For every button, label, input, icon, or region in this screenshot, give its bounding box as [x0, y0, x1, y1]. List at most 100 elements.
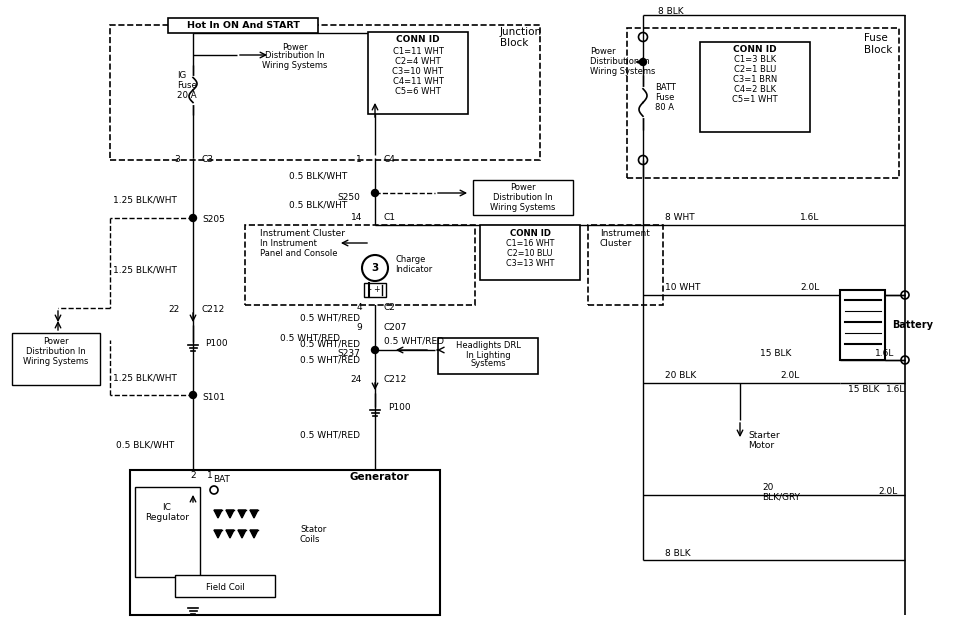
Text: S205: S205 — [202, 215, 225, 224]
Text: C2=10 BLU: C2=10 BLU — [507, 248, 553, 258]
Text: 3: 3 — [371, 263, 379, 273]
Text: 2.0L: 2.0L — [800, 284, 819, 292]
Text: - +: - + — [369, 285, 381, 294]
Text: Coils: Coils — [300, 536, 321, 544]
Text: C1=11 WHT: C1=11 WHT — [392, 47, 443, 55]
Text: 10 WHT: 10 WHT — [665, 284, 701, 292]
Text: Wiring Systems: Wiring Systems — [490, 202, 555, 212]
Bar — [12, 333, 100, 385]
Text: P100: P100 — [205, 338, 228, 348]
Text: C3=13 WHT: C3=13 WHT — [505, 258, 554, 268]
Bar — [245, 225, 475, 305]
Text: 14: 14 — [351, 214, 362, 222]
Text: Systems: Systems — [470, 360, 505, 369]
Text: In Instrument: In Instrument — [260, 239, 317, 248]
Bar — [110, 25, 540, 160]
Text: 1.25 BLK/WHT: 1.25 BLK/WHT — [113, 195, 177, 205]
Text: 0.5 WHT/RED: 0.5 WHT/RED — [300, 314, 360, 323]
Text: C4: C4 — [383, 156, 395, 164]
Text: C3: C3 — [202, 156, 214, 164]
Text: 8 WHT: 8 WHT — [665, 214, 695, 222]
Text: Indicator: Indicator — [395, 265, 432, 275]
Text: C5=1 WHT: C5=1 WHT — [732, 96, 777, 105]
Text: Distribution In: Distribution In — [26, 348, 86, 357]
Text: C2=4 WHT: C2=4 WHT — [395, 57, 441, 66]
Text: 2.0L: 2.0L — [780, 372, 800, 381]
Bar — [130, 470, 440, 615]
Bar — [438, 338, 538, 374]
Text: Power: Power — [43, 338, 69, 346]
Text: 3: 3 — [174, 156, 180, 164]
Text: 24: 24 — [351, 375, 362, 384]
Text: Stator: Stator — [300, 525, 326, 534]
Text: Cluster: Cluster — [600, 239, 632, 248]
Text: 2.0L: 2.0L — [878, 488, 898, 496]
Text: Power: Power — [510, 183, 536, 193]
Text: Power: Power — [283, 42, 308, 52]
Text: Headlights DRL: Headlights DRL — [456, 341, 521, 350]
Bar — [473, 180, 573, 215]
Bar — [364, 283, 386, 297]
Polygon shape — [250, 530, 258, 538]
Text: Block: Block — [500, 38, 529, 48]
Text: C207: C207 — [384, 323, 407, 333]
Text: CONN ID: CONN ID — [733, 45, 776, 55]
Text: C1: C1 — [384, 214, 396, 222]
Text: 2: 2 — [190, 471, 196, 481]
Bar — [700, 42, 810, 132]
Text: Fuse: Fuse — [655, 93, 675, 103]
Text: Wiring Systems: Wiring Systems — [590, 67, 655, 76]
Text: Block: Block — [864, 45, 893, 55]
Text: In Lighting: In Lighting — [466, 350, 510, 360]
Bar — [627, 28, 899, 178]
Text: 0.5 BLK/WHT: 0.5 BLK/WHT — [289, 200, 347, 210]
Text: 0.5 WHT/RED: 0.5 WHT/RED — [300, 355, 360, 365]
Polygon shape — [238, 530, 246, 538]
Bar — [480, 225, 580, 280]
Text: 0.5 BLK/WHT: 0.5 BLK/WHT — [116, 440, 174, 449]
Text: CONN ID: CONN ID — [509, 229, 551, 238]
Text: Field Coil: Field Coil — [206, 583, 244, 592]
Text: Distribution In: Distribution In — [590, 57, 650, 67]
Text: Distribution In: Distribution In — [265, 52, 325, 60]
Text: BATT: BATT — [655, 84, 676, 93]
Text: Fuse: Fuse — [177, 81, 197, 89]
Text: Distribution In: Distribution In — [493, 193, 553, 202]
Text: C4=11 WHT: C4=11 WHT — [392, 76, 443, 86]
Text: IG: IG — [177, 71, 186, 79]
Polygon shape — [214, 510, 222, 518]
Text: 8 BLK: 8 BLK — [665, 549, 691, 558]
Text: 80 A: 80 A — [655, 103, 674, 113]
Text: Charge: Charge — [395, 256, 426, 265]
Polygon shape — [214, 530, 222, 538]
Text: Instrument: Instrument — [600, 229, 650, 238]
Circle shape — [372, 190, 379, 197]
Text: C2: C2 — [384, 304, 396, 312]
Text: 4: 4 — [357, 304, 362, 312]
Text: C5=6 WHT: C5=6 WHT — [395, 86, 441, 96]
Text: Hot In ON And START: Hot In ON And START — [186, 21, 300, 30]
Text: 9: 9 — [357, 323, 362, 333]
Circle shape — [372, 346, 379, 353]
Text: 0.5 WHT/RED: 0.5 WHT/RED — [300, 430, 360, 440]
Text: Junction: Junction — [500, 27, 542, 37]
Text: 15 BLK: 15 BLK — [760, 348, 791, 357]
Bar — [168, 18, 318, 33]
Text: C2=1 BLU: C2=1 BLU — [734, 66, 776, 74]
Text: 0.5 BLK/WHT: 0.5 BLK/WHT — [289, 171, 347, 181]
Text: C3=10 WHT: C3=10 WHT — [392, 67, 443, 76]
Bar — [368, 32, 468, 114]
Text: 1: 1 — [357, 156, 362, 164]
Text: Fuse: Fuse — [864, 33, 888, 43]
Text: 0.5 WHT/RED: 0.5 WHT/RED — [280, 333, 340, 343]
Text: Generator: Generator — [350, 472, 409, 482]
Circle shape — [189, 214, 196, 222]
Text: 1: 1 — [208, 471, 213, 481]
Text: Battery: Battery — [892, 320, 933, 330]
Text: 1.6L: 1.6L — [875, 348, 895, 357]
Text: P100: P100 — [388, 403, 410, 413]
Text: 1.6L: 1.6L — [886, 386, 905, 394]
Text: 0.5 WHT/RED: 0.5 WHT/RED — [300, 340, 360, 348]
Text: Power: Power — [590, 47, 616, 57]
Text: Regulator: Regulator — [145, 512, 189, 522]
